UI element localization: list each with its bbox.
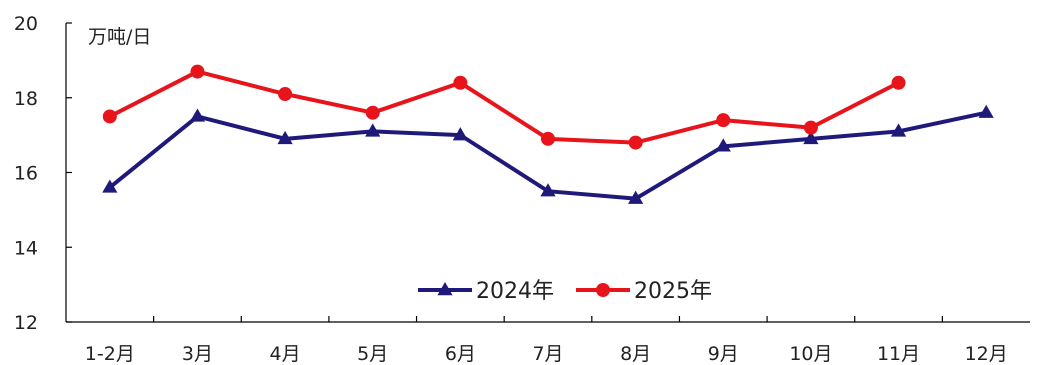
data-point-triangle <box>452 127 468 141</box>
data-point-circle <box>453 75 468 90</box>
legend-label: 2024年 <box>476 279 554 304</box>
x-tick-label: 7月 <box>532 343 563 365</box>
y-tick-label: 20 <box>14 13 38 35</box>
y-tick-label: 12 <box>14 312 38 334</box>
data-point-circle <box>365 105 380 120</box>
data-point-circle <box>891 75 906 90</box>
legend-item-1: 2024年 <box>418 279 554 304</box>
data-point-circle <box>190 64 205 79</box>
series-layer <box>102 64 994 204</box>
x-tick-label: 12月 <box>965 343 1008 365</box>
data-point-triangle <box>628 190 644 204</box>
data-point-triangle <box>540 183 556 197</box>
x-tick-label: 8月 <box>620 343 651 365</box>
x-tick-label: 10月 <box>789 343 832 365</box>
data-point-triangle <box>365 123 381 137</box>
data-point-circle <box>102 109 117 124</box>
data-point-triangle <box>890 123 907 137</box>
data-point-triangle <box>978 104 994 118</box>
x-tick-label: 3月 <box>182 343 213 365</box>
data-point-triangle <box>102 179 118 193</box>
y-axis-unit-label: 万吨/日 <box>88 26 151 48</box>
data-point-circle <box>803 120 818 135</box>
x-axis-ticks: 1-2月 3月 4月 5月 6月 7月 8月 9月 10月 11月 12月 <box>85 316 1008 365</box>
data-point-triangle <box>715 138 731 152</box>
legend: 2024年 2025年 <box>418 279 712 304</box>
x-tick-label: 4月 <box>270 343 301 365</box>
data-point-circle <box>628 135 643 150</box>
chart-axes <box>65 23 1030 323</box>
legend-item-2: 2025年 <box>576 279 712 304</box>
series-line <box>108 69 900 145</box>
x-tick-label: 1-2月 <box>85 343 135 365</box>
data-point-triangle <box>277 130 293 145</box>
x-tick-label: 6月 <box>445 343 476 365</box>
y-axis-ticks: 12 14 16 18 20 <box>14 13 72 334</box>
data-point-triangle <box>803 130 819 145</box>
series-2 <box>102 64 906 150</box>
x-tick-label: 5月 <box>357 343 388 365</box>
legend-label: 2025年 <box>634 279 712 304</box>
data-point-circle <box>716 113 731 128</box>
x-tick-label: 9月 <box>708 343 739 365</box>
data-point-circle <box>278 87 293 102</box>
y-tick-label: 14 <box>14 237 38 259</box>
x-tick-label: 11月 <box>877 343 920 365</box>
data-point-triangle <box>437 282 453 296</box>
y-tick-label: 16 <box>14 163 38 185</box>
series-1 <box>102 104 994 204</box>
data-point-circle <box>596 283 610 297</box>
data-point-circle <box>541 131 555 146</box>
y-tick-label: 18 <box>14 88 38 110</box>
data-point-triangle <box>189 108 206 122</box>
